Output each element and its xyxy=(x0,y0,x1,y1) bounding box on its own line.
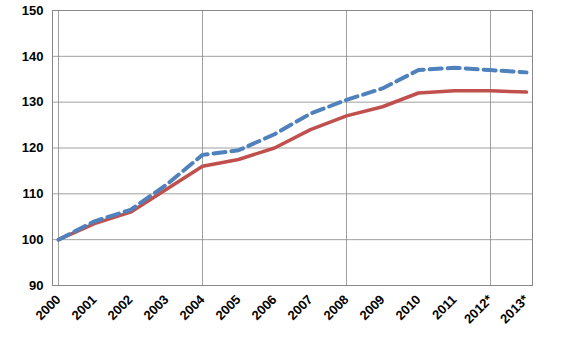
svg-text:100: 100 xyxy=(22,232,44,247)
svg-text:2011: 2011 xyxy=(429,292,460,323)
svg-text:120: 120 xyxy=(22,140,44,155)
svg-text:2002: 2002 xyxy=(105,292,136,323)
svg-text:2010: 2010 xyxy=(393,292,424,323)
svg-text:2012*: 2012* xyxy=(461,291,496,326)
svg-text:130: 130 xyxy=(22,94,44,109)
svg-text:2003: 2003 xyxy=(141,292,172,323)
svg-text:90: 90 xyxy=(29,278,43,293)
svg-text:140: 140 xyxy=(22,48,44,63)
svg-text:2006: 2006 xyxy=(249,292,280,323)
svg-text:2008: 2008 xyxy=(321,292,352,323)
svg-text:110: 110 xyxy=(23,186,44,201)
svg-text:150: 150 xyxy=(22,3,44,18)
svg-text:2007: 2007 xyxy=(285,292,316,323)
svg-text:2005: 2005 xyxy=(213,292,244,323)
svg-text:2004: 2004 xyxy=(177,291,209,323)
svg-text:2009: 2009 xyxy=(357,292,388,323)
svg-text:2001: 2001 xyxy=(69,292,100,323)
svg-text:2000: 2000 xyxy=(33,292,64,323)
svg-text:2013*: 2013* xyxy=(497,291,532,326)
